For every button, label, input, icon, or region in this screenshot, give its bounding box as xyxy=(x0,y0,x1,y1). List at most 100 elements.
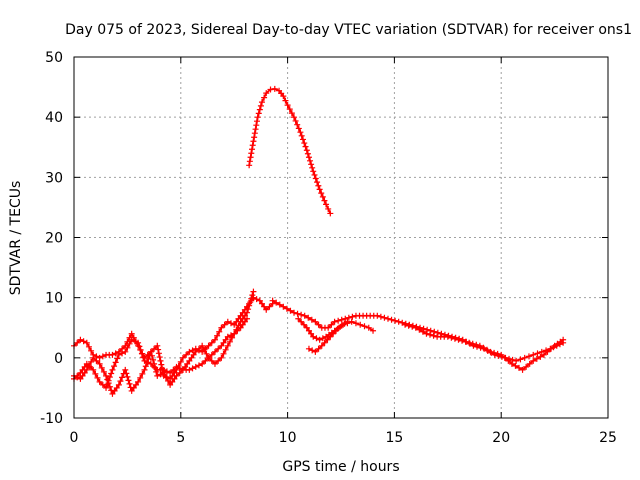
data-point xyxy=(79,372,86,379)
data-point xyxy=(297,129,304,136)
data-point xyxy=(96,378,103,385)
data-point xyxy=(109,390,116,397)
data-point xyxy=(220,350,227,357)
data-point xyxy=(179,354,186,361)
data-point xyxy=(173,363,180,370)
data-point xyxy=(105,377,112,384)
data-point xyxy=(533,355,540,362)
data-point xyxy=(155,350,162,357)
data-point xyxy=(412,324,419,331)
data-point xyxy=(448,334,455,341)
data-point xyxy=(273,299,280,306)
y-tick-label: 40 xyxy=(45,110,63,126)
data-point xyxy=(123,370,130,377)
data-point xyxy=(560,336,567,343)
data-point xyxy=(199,342,206,349)
data-point xyxy=(251,134,258,141)
data-point xyxy=(473,341,480,348)
data-point xyxy=(548,345,555,352)
data-point xyxy=(325,324,332,331)
data-point xyxy=(525,353,532,360)
data-point xyxy=(155,346,162,353)
data-point xyxy=(162,373,169,380)
data-point xyxy=(395,318,402,325)
data-point xyxy=(462,338,469,345)
y-axis-label: SDTVAR / TECUs xyxy=(8,181,24,296)
data-point xyxy=(309,164,316,171)
data-point xyxy=(113,384,120,391)
data-point xyxy=(538,348,545,355)
data-point xyxy=(147,360,154,367)
data-point xyxy=(455,336,462,343)
data-point xyxy=(513,357,520,364)
data-point xyxy=(79,366,86,373)
data-point xyxy=(305,327,312,334)
data-point xyxy=(301,140,308,147)
data-point xyxy=(248,295,255,302)
data-point xyxy=(331,318,338,325)
data-point xyxy=(195,345,202,352)
data-point xyxy=(314,179,321,186)
data-point xyxy=(298,318,305,325)
data-point xyxy=(163,368,170,375)
data-point xyxy=(521,354,528,361)
data-point xyxy=(148,352,155,359)
data-point xyxy=(304,150,311,157)
data-point xyxy=(434,329,441,336)
data-point xyxy=(128,387,135,394)
data-point xyxy=(186,357,193,364)
data-point xyxy=(99,381,106,388)
data-point xyxy=(83,360,90,367)
data-point xyxy=(327,210,334,217)
data-point xyxy=(319,335,326,342)
data-point xyxy=(427,331,433,338)
data-point xyxy=(249,292,256,299)
data-point xyxy=(419,328,426,335)
data-point xyxy=(365,324,372,331)
data-point xyxy=(526,360,533,367)
data-point xyxy=(98,364,105,371)
data-point xyxy=(377,313,384,320)
data-point xyxy=(103,384,110,391)
data-point xyxy=(261,94,268,101)
data-point xyxy=(319,193,326,200)
data-point xyxy=(237,324,244,331)
axes: 0 5 10 15 20 25 -10 0 10 20 30 40 50 xyxy=(40,50,617,446)
data-point xyxy=(405,322,412,329)
data-point xyxy=(222,346,229,353)
data-point xyxy=(505,357,512,364)
data-point xyxy=(88,358,95,365)
data-point xyxy=(508,360,515,367)
data-point xyxy=(459,337,466,344)
data-point xyxy=(357,321,364,328)
data-point xyxy=(258,99,265,106)
data-point xyxy=(295,125,302,132)
data-point xyxy=(286,106,293,113)
data-point xyxy=(226,338,233,345)
data-point xyxy=(247,154,254,161)
data-point xyxy=(328,321,335,328)
data-point xyxy=(109,366,116,373)
data-point xyxy=(131,338,138,345)
data-point xyxy=(534,350,541,357)
data-point xyxy=(335,317,342,324)
data-point xyxy=(370,327,377,334)
data-point xyxy=(77,375,84,382)
data-point xyxy=(112,359,119,366)
data-point xyxy=(282,97,289,104)
data-point xyxy=(109,351,116,358)
data-point xyxy=(224,333,231,340)
data-point xyxy=(189,365,196,372)
data-point xyxy=(117,378,124,385)
data-point xyxy=(253,118,260,125)
data-point xyxy=(312,318,319,325)
data-point xyxy=(147,348,154,355)
data-point xyxy=(307,157,314,164)
data-point xyxy=(99,353,106,360)
data-point xyxy=(141,366,148,373)
data-point xyxy=(93,357,100,364)
data-point xyxy=(295,315,302,322)
y-tick-label: -10 xyxy=(40,411,63,427)
data-point xyxy=(192,348,199,355)
x-tick-label: 25 xyxy=(599,430,617,446)
